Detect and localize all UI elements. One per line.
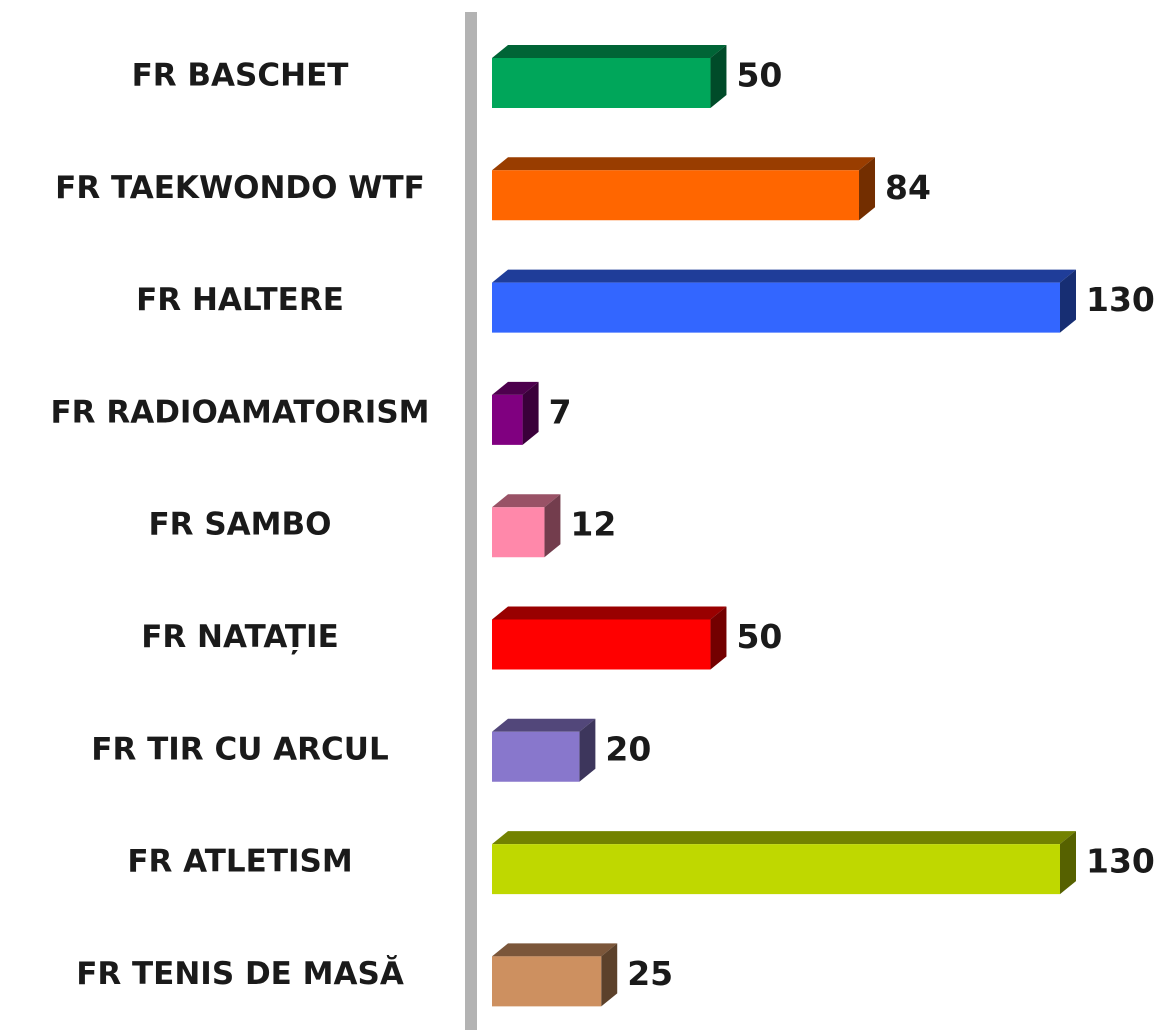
bar-top (492, 45, 727, 58)
category-axis (465, 12, 477, 1030)
bar (492, 157, 876, 221)
value-label: 25 (627, 954, 673, 993)
bar-side (710, 606, 727, 670)
bar (492, 494, 561, 558)
category-label: FR BASCHET (132, 58, 349, 94)
bar-top (492, 494, 561, 508)
bar-front (492, 731, 580, 782)
bar (492, 381, 539, 445)
bar (492, 269, 1076, 333)
bar-side (1060, 269, 1076, 333)
value-label: 130 (1086, 842, 1155, 881)
category-label: FR HALTERE (136, 282, 344, 318)
bar (492, 943, 618, 1007)
bar-front (492, 394, 523, 445)
bar-side (859, 157, 876, 221)
bar-front (492, 619, 711, 670)
bar-top (492, 831, 1076, 845)
bar-side (1060, 831, 1076, 895)
value-label: 20 (605, 729, 651, 768)
bar (492, 45, 727, 108)
bar-top (492, 606, 727, 620)
category-label: FR ATLETISM (127, 844, 352, 880)
bar-side (522, 381, 539, 445)
category-label: FR TIR CU ARCUL (91, 731, 388, 767)
value-label: 12 (570, 505, 616, 544)
bar-top (492, 157, 876, 171)
bar (492, 606, 727, 670)
bar-front (492, 844, 1060, 895)
value-label: 130 (1086, 280, 1155, 319)
bar-side (544, 494, 561, 558)
bar-front (492, 170, 860, 221)
bar-side (601, 943, 618, 1007)
bar-front (492, 282, 1060, 333)
value-label: 50 (736, 56, 782, 95)
category-label: FR RADIOAMATORISM (51, 394, 430, 430)
value-label: 7 (549, 392, 572, 431)
category-label: FR TENIS DE MASĂ (76, 955, 404, 992)
bar-top (492, 381, 539, 395)
bar-side (710, 45, 727, 108)
bar-top (492, 718, 596, 732)
value-label: 50 (736, 617, 782, 656)
bar-front (492, 58, 711, 108)
bar-side (579, 718, 596, 782)
category-label: FR NATAȚIE (141, 619, 339, 655)
bar (492, 718, 596, 782)
bar-top (492, 269, 1076, 283)
value-label: 84 (885, 168, 931, 207)
category-label: FR SAMBO (149, 507, 332, 543)
bar-top (492, 943, 618, 957)
bar (492, 831, 1076, 895)
bar-front (492, 956, 602, 1007)
bar-front (492, 507, 545, 558)
category-label: FR TAEKWONDO WTF (55, 170, 425, 206)
